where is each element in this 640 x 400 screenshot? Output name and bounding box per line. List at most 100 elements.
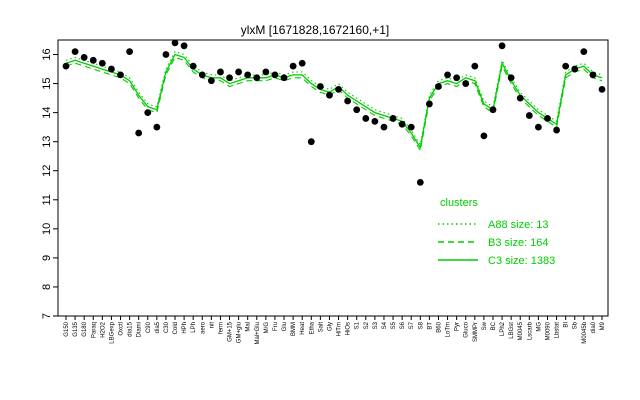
data-point xyxy=(344,97,352,105)
data-point xyxy=(589,71,597,79)
x-tick-label: C30 xyxy=(164,321,170,333)
data-point xyxy=(498,42,506,50)
y-tick-label: 12 xyxy=(41,165,53,177)
data-point xyxy=(144,109,152,117)
data-point xyxy=(80,54,88,61)
data-point xyxy=(153,123,161,131)
x-tick-label: Mal xyxy=(246,322,252,332)
data-point xyxy=(171,39,179,47)
data-point xyxy=(271,71,279,79)
chart-title: ylxM [1671828,1672160,+1] xyxy=(241,23,389,37)
x-tick-label: S3 xyxy=(373,321,379,329)
x-tick-label: M0045b xyxy=(582,321,588,343)
y-tick-label: 14 xyxy=(41,107,53,119)
x-tick-label: LBGexp xyxy=(109,321,115,343)
x-tick-label: Fru xyxy=(273,322,279,331)
data-point xyxy=(162,51,170,58)
x-tick-label: S2 xyxy=(364,321,370,329)
data-point xyxy=(562,62,570,70)
x-tick-label: SMMPr xyxy=(473,322,479,342)
data-point xyxy=(435,83,442,90)
data-point xyxy=(316,83,324,90)
data-point xyxy=(189,62,197,70)
x-tick-label: BI xyxy=(564,322,570,328)
x-tick-label: dia5 xyxy=(155,321,161,333)
x-tick-label: M/G xyxy=(264,322,270,334)
y-tick-label: 7 xyxy=(41,313,53,319)
data-point xyxy=(289,62,297,70)
x-tick-label: M9 xyxy=(600,321,606,330)
x-tick-label: H2O2 xyxy=(100,321,106,337)
data-point xyxy=(407,123,415,131)
y-tick-label: 9 xyxy=(41,255,53,261)
x-tick-label: LBGst xyxy=(509,322,515,339)
x-tick-label: Oxctl xyxy=(119,322,125,336)
data-point xyxy=(580,48,588,56)
x-tick-label: Etha xyxy=(309,321,315,334)
legend-label-0: A88 size: 13 xyxy=(488,219,549,231)
data-point xyxy=(117,71,124,79)
x-tick-label: Gly xyxy=(327,322,333,331)
series-line-1 xyxy=(65,56,603,152)
data-point xyxy=(353,106,361,114)
data-point xyxy=(126,48,133,56)
data-point xyxy=(180,42,188,50)
y-tick-label: 15 xyxy=(41,77,53,89)
data-point xyxy=(489,106,497,114)
x-tick-label: Gluco xyxy=(464,321,470,337)
x-tick-label: Diami xyxy=(137,322,143,337)
x-tick-label: S6 xyxy=(400,321,406,329)
data-point xyxy=(217,68,224,76)
x-tick-label: ferm xyxy=(218,322,224,334)
data-point xyxy=(571,65,579,73)
data-point xyxy=(135,129,143,137)
data-point xyxy=(453,74,461,82)
data-point xyxy=(516,94,524,102)
x-tick-label: S5 xyxy=(391,321,397,329)
x-tick-label: dia15 xyxy=(128,321,134,336)
legend-label-1: B3 size: 164 xyxy=(488,237,549,249)
x-tick-label: S4 xyxy=(382,321,388,329)
y-tick-label: 11 xyxy=(41,194,53,205)
data-point xyxy=(71,48,79,56)
data-point xyxy=(444,71,451,79)
legend: clusters A88 size: 13 B3 size: 164 C3 size:… xyxy=(438,197,555,267)
data-point xyxy=(235,68,243,76)
x-tick-label: nit xyxy=(209,322,215,329)
x-tick-label: GM+15 xyxy=(228,321,234,342)
data-point xyxy=(362,115,370,122)
x-tick-label: HiOs xyxy=(346,322,352,335)
data-point xyxy=(480,132,488,140)
x-tick-label: Sw xyxy=(482,321,488,330)
data-point xyxy=(553,126,560,134)
data-point xyxy=(62,62,70,70)
data-point xyxy=(398,120,406,128)
x-tick-label: G135 xyxy=(73,321,79,336)
plot-frame xyxy=(57,39,609,317)
data-point xyxy=(244,71,252,79)
data-point xyxy=(307,138,315,146)
x-tick-label: HiTm xyxy=(337,322,343,336)
x-tick-label: Sb xyxy=(573,321,579,329)
data-point xyxy=(425,100,433,108)
x-tick-label: B60 xyxy=(436,321,442,332)
legend-label-2: C3 size: 1383 xyxy=(488,255,555,267)
x-tick-label: BMM xyxy=(291,322,297,336)
x-tick-label: Lbstat xyxy=(555,322,561,339)
x-tick-label: Mal+Glu xyxy=(255,322,261,345)
data-point xyxy=(544,115,551,122)
data-point xyxy=(598,85,606,93)
x-tick-label: MG xyxy=(536,322,542,332)
x-tick-label: Glu xyxy=(282,322,288,331)
data-point xyxy=(98,59,106,67)
x-tick-label: Cold xyxy=(173,322,179,334)
data-point xyxy=(207,77,215,85)
data-point xyxy=(389,115,397,122)
x-tick-label: S7 xyxy=(409,321,415,329)
series-line-0 xyxy=(65,53,603,150)
data-point xyxy=(89,56,97,64)
x-tick-label: HPh xyxy=(182,322,188,334)
